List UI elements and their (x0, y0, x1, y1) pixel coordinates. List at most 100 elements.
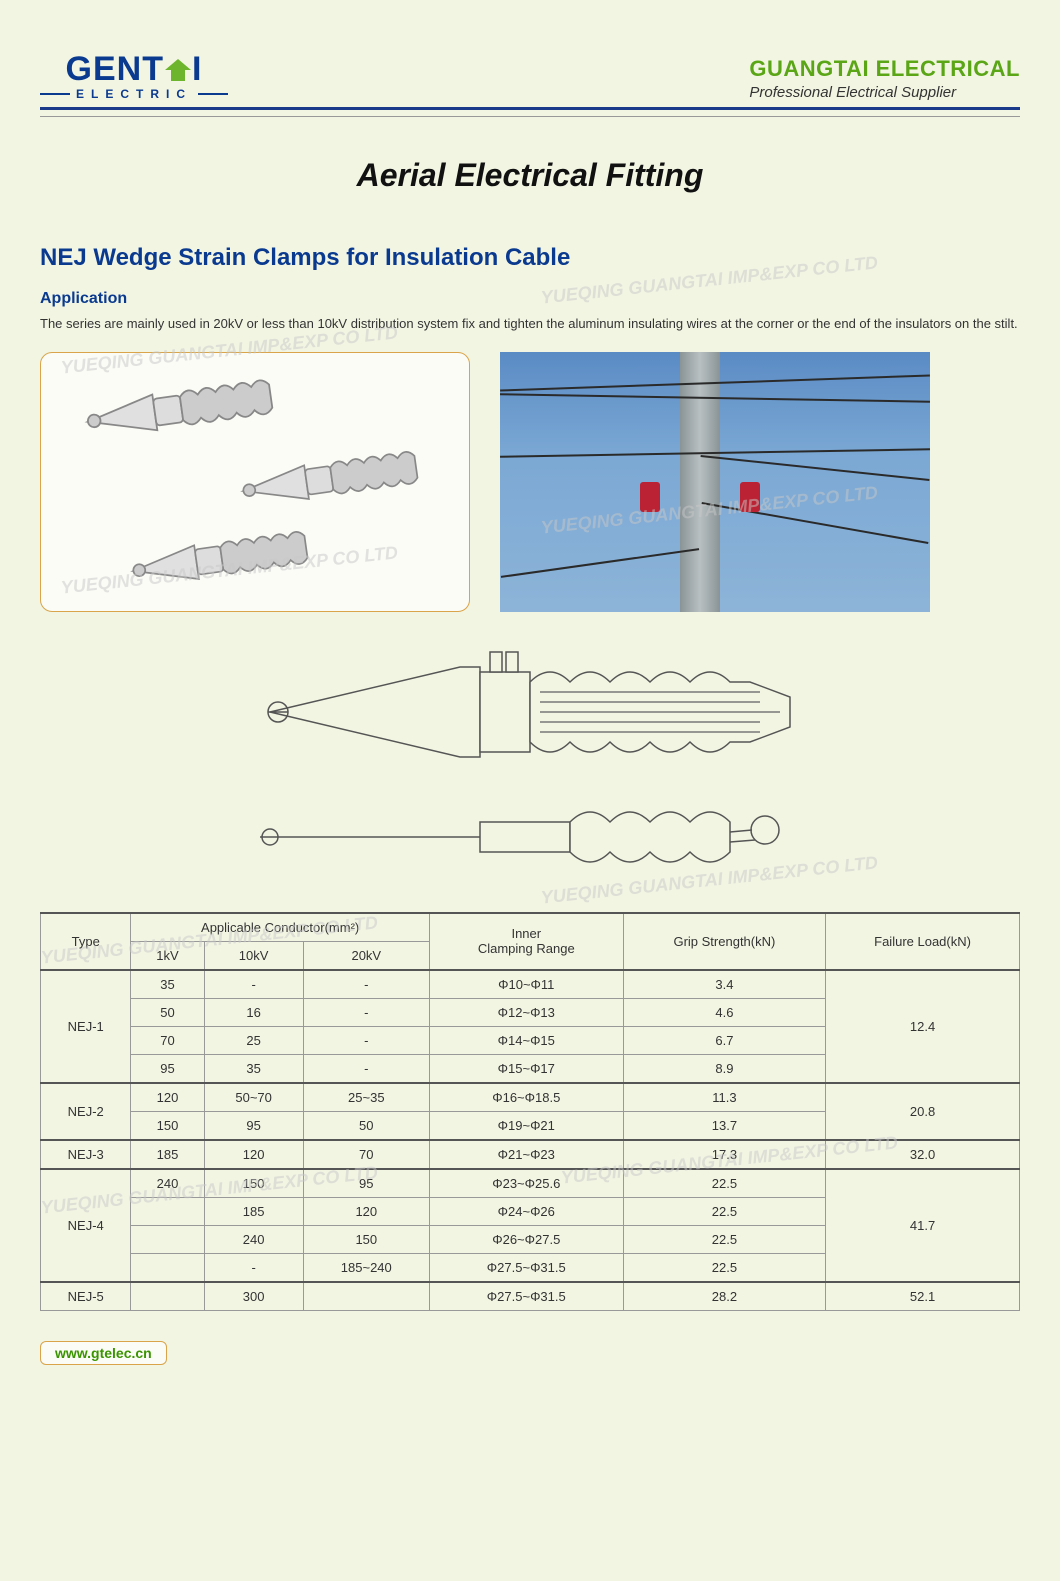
cell-grip: 22.5 (623, 1253, 825, 1282)
cell-grip: 6.7 (623, 1026, 825, 1054)
cell-c20: 150 (303, 1225, 429, 1253)
cell-inner: Φ19~Φ21 (429, 1111, 623, 1140)
application-heading: Application (40, 290, 1020, 308)
installation-photo (500, 352, 930, 612)
company-title: GUANGTAI ELECTRICAL (749, 56, 1020, 82)
table-row: NEJ-212050~7025~35Φ16~Φ18.511.320.8 (41, 1083, 1020, 1112)
cell-c20: - (303, 998, 429, 1026)
table-row: NEJ-5 300 Φ27.5~Φ31.528.252.1 (41, 1282, 1020, 1311)
cell-inner: Φ16~Φ18.5 (429, 1083, 623, 1112)
cell-c1: 185 (131, 1140, 204, 1169)
cell-inner: Φ10~Φ11 (429, 970, 623, 999)
cell-c20: 50 (303, 1111, 429, 1140)
cell-c20: - (303, 970, 429, 999)
cell-c10: - (204, 1253, 303, 1282)
cell-grip: 4.6 (623, 998, 825, 1026)
images-row (40, 352, 1020, 612)
cell-c1 (131, 1225, 204, 1253)
cell-type: NEJ-5 (41, 1282, 131, 1311)
cell-c20: 25~35 (303, 1083, 429, 1112)
cell-c10: 185 (204, 1197, 303, 1225)
page-header: GENT I ELECTRIC GUANGTAI ELECTRICAL Prof… (40, 50, 1020, 110)
cell-c1: 95 (131, 1054, 204, 1083)
cell-c1 (131, 1282, 204, 1311)
cell-type: NEJ-2 (41, 1083, 131, 1140)
page-title: Aerial Electrical Fitting (40, 157, 1020, 194)
table-row: NEJ-135--Φ10~Φ113.412.4 (41, 970, 1020, 999)
cell-c10: 240 (204, 1225, 303, 1253)
cell-grip: 28.2 (623, 1282, 825, 1311)
house-icon (165, 57, 191, 83)
cell-type: NEJ-3 (41, 1140, 131, 1169)
cell-inner: Φ15~Φ17 (429, 1054, 623, 1083)
top-view-diagram (250, 792, 810, 882)
cell-c20: 70 (303, 1140, 429, 1169)
cell-c20: - (303, 1026, 429, 1054)
cell-c10: - (204, 970, 303, 999)
cell-failure: 12.4 (826, 970, 1020, 1083)
cell-grip: 22.5 (623, 1225, 825, 1253)
table-head: Type Applicable Conductor(mm²) Inner Cla… (41, 913, 1020, 970)
cell-c1 (131, 1197, 204, 1225)
cell-c10: 300 (204, 1282, 303, 1311)
col-type: Type (41, 913, 131, 970)
cell-c10: 95 (204, 1111, 303, 1140)
side-view-diagram (250, 642, 810, 782)
cell-inner: Φ23~Φ25.6 (429, 1169, 623, 1198)
cell-c20: 185~240 (303, 1253, 429, 1282)
cell-c20: - (303, 1054, 429, 1083)
cell-c20: 95 (303, 1169, 429, 1198)
col-1kv: 1kV (131, 941, 204, 970)
cell-grip: 11.3 (623, 1083, 825, 1112)
cell-c10: 35 (204, 1054, 303, 1083)
application-text: The series are mainly used in 20kV or le… (40, 314, 1020, 334)
col-inner: Inner Clamping Range (429, 913, 623, 970)
cell-c10: 50~70 (204, 1083, 303, 1112)
table-body: NEJ-135--Φ10~Φ113.412.45016-Φ12~Φ134.670… (41, 970, 1020, 1311)
cell-grip: 13.7 (623, 1111, 825, 1140)
cell-inner: Φ27.5~Φ31.5 (429, 1282, 623, 1311)
cell-failure: 20.8 (826, 1083, 1020, 1140)
header-divider (40, 116, 1020, 117)
product-drawing-box (40, 352, 470, 612)
utility-pole (680, 352, 720, 612)
cell-failure: 32.0 (826, 1140, 1020, 1169)
cell-inner: Φ27.5~Φ31.5 (429, 1253, 623, 1282)
cell-c20 (303, 1282, 429, 1311)
company-subtitle: Professional Electrical Supplier (749, 84, 1020, 101)
cell-c1: 50 (131, 998, 204, 1026)
cell-c1: 150 (131, 1111, 204, 1140)
cell-c20: 120 (303, 1197, 429, 1225)
product-title: NEJ Wedge Strain Clamps for Insulation C… (40, 244, 1020, 272)
cell-grip: 22.5 (623, 1197, 825, 1225)
technical-diagrams (40, 642, 1020, 882)
col-10kv: 10kV (204, 941, 303, 970)
cell-grip: 17.3 (623, 1140, 825, 1169)
col-applicable: Applicable Conductor(mm²) (131, 913, 429, 942)
brand-subtext: ELECTRIC (40, 87, 228, 101)
logo-left: GENT I ELECTRIC (40, 50, 228, 101)
cell-c10: 16 (204, 998, 303, 1026)
cell-inner: Φ26~Φ27.5 (429, 1225, 623, 1253)
cell-type: NEJ-1 (41, 970, 131, 1083)
cell-grip: 8.9 (623, 1054, 825, 1083)
cell-inner: Φ14~Φ15 (429, 1026, 623, 1054)
col-grip: Grip Strength(kN) (623, 913, 825, 970)
cell-failure: 41.7 (826, 1169, 1020, 1282)
brand-text-pre: GENT (66, 50, 164, 89)
brand-text-post: I (192, 50, 202, 89)
cell-inner: Φ24~Φ26 (429, 1197, 623, 1225)
footer-url[interactable]: www.gtelec.cn (40, 1341, 167, 1365)
cell-type: NEJ-4 (41, 1169, 131, 1282)
cell-c10: 25 (204, 1026, 303, 1054)
table-row: NEJ-424015095Φ23~Φ25.622.541.7 (41, 1169, 1020, 1198)
cell-c1: 240 (131, 1169, 204, 1198)
col-20kv: 20kV (303, 941, 429, 970)
cell-failure: 52.1 (826, 1282, 1020, 1311)
cell-c1 (131, 1253, 204, 1282)
cell-c10: 150 (204, 1169, 303, 1198)
col-failure: Failure Load(kN) (826, 913, 1020, 970)
cell-grip: 3.4 (623, 970, 825, 999)
cell-c10: 120 (204, 1140, 303, 1169)
cell-inner: Φ21~Φ23 (429, 1140, 623, 1169)
